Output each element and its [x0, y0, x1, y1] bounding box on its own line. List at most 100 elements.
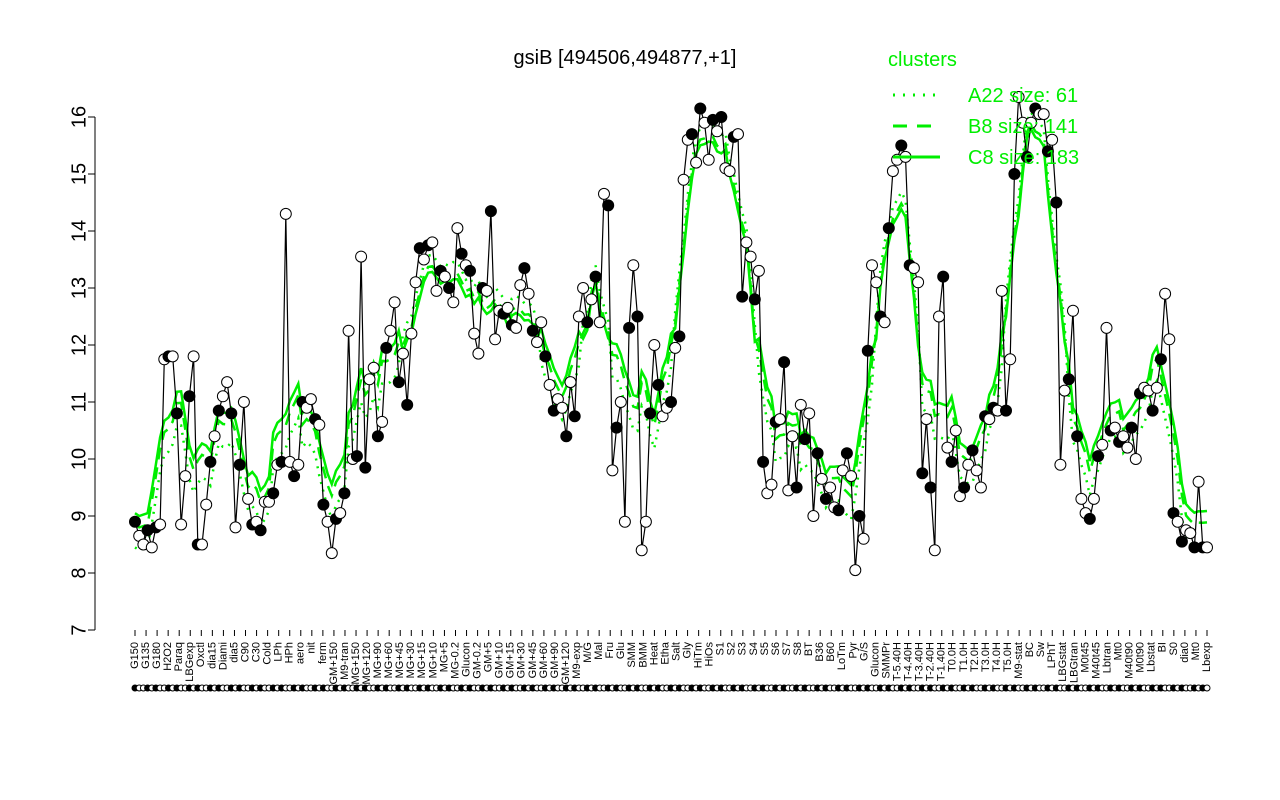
x-tick-label: Salt — [670, 642, 682, 661]
data-point — [175, 518, 188, 531]
data-point — [371, 430, 384, 443]
data-point — [933, 310, 945, 323]
data-point — [631, 310, 644, 323]
data-point — [472, 347, 485, 360]
x-tick-label: Oxctl — [195, 642, 207, 667]
data-point — [1175, 535, 1188, 548]
data-point — [702, 153, 715, 166]
data-point — [673, 330, 686, 343]
data-point — [392, 376, 405, 389]
x-tick-label: T0.0H — [947, 642, 959, 672]
x-tick-label: T3.0H — [980, 642, 992, 672]
data-point — [744, 250, 757, 263]
data-point — [577, 282, 590, 294]
data-point — [878, 316, 891, 329]
legend: clusters A22 size: 61 B8 size: 141 C8 si… — [888, 49, 1079, 169]
data-point — [916, 467, 929, 480]
data-point — [430, 284, 443, 297]
data-point — [560, 430, 573, 443]
y-tick-label: 11 — [68, 392, 90, 413]
data-point — [556, 401, 569, 414]
x-tick-label: MG+30 — [405, 642, 417, 678]
x-tick-label: ferm — [317, 642, 329, 664]
data-point — [447, 296, 460, 309]
data-point — [145, 541, 158, 554]
x-tick-label: LoTm — [836, 642, 848, 670]
x-tick-label: GM+45 — [527, 642, 539, 678]
data-point — [338, 487, 351, 500]
x-tick-label: M40t90 — [1124, 642, 1136, 679]
x-tick-label: MG+5 — [438, 642, 450, 672]
x-tick-label: GM+60 — [538, 642, 550, 678]
data-point — [1037, 108, 1050, 121]
data-point — [564, 376, 577, 389]
data-point — [1058, 384, 1071, 397]
data-point — [1092, 450, 1105, 463]
data-point — [1171, 515, 1184, 528]
x-tick-label: HiTm — [693, 642, 705, 668]
data-point — [204, 455, 217, 468]
x-tick-label: Glucon — [869, 642, 881, 677]
data-point — [350, 450, 363, 463]
data-point — [1192, 475, 1205, 488]
y-tick-label: 14 — [68, 220, 90, 242]
cluster-b8-line — [134, 120, 1208, 529]
data-point — [1000, 404, 1012, 417]
data-point — [359, 461, 372, 474]
x-tick-label: HiOs — [704, 642, 716, 667]
x-tick-label: MG+120 — [361, 642, 373, 685]
data-point — [778, 356, 791, 369]
x-tick-label: LPh — [273, 642, 285, 662]
data-point — [179, 470, 192, 483]
x-tick-label: dia15 — [206, 642, 218, 669]
x-tick-label: Sw — [1035, 642, 1047, 657]
x-axis: G150 G135 G180 H2O2 Paraq LBGexp Oxctl dia15 Dia… — [129, 630, 1213, 692]
data-point — [267, 487, 280, 500]
x-tick-label: M0t45 — [1079, 642, 1091, 673]
x-tick-label: Glucon — [460, 642, 472, 677]
data-point — [443, 282, 456, 294]
data-point — [598, 187, 610, 200]
data-point — [1020, 150, 1033, 163]
data-point — [941, 441, 954, 454]
data-point — [1201, 541, 1213, 554]
data-point — [489, 333, 502, 346]
y-tick-label: 9 — [68, 510, 90, 521]
y-tick-label: 8 — [68, 567, 90, 578]
x-tick-label: Mt0 — [1112, 642, 1124, 660]
x-tick-label: M9-stat — [1013, 642, 1025, 679]
data-point — [945, 455, 958, 468]
data-point — [154, 518, 167, 531]
x-tick-label: T4.0H — [991, 642, 1003, 672]
x-tick-label: Lbexp — [1201, 642, 1213, 672]
data-point — [196, 538, 208, 551]
y-tick-label: 10 — [68, 448, 90, 470]
data-point — [1108, 421, 1121, 434]
legend-entry: C8 size: 183 — [968, 147, 1079, 169]
data-point — [711, 125, 724, 138]
data-point — [426, 236, 439, 249]
y-tick-label: 16 — [68, 106, 90, 128]
x-tick-label: G180 — [151, 642, 163, 669]
cluster-c8-line — [134, 126, 1208, 518]
data-point — [627, 259, 640, 272]
x-tick-label: S3 — [737, 642, 749, 655]
data-point — [242, 492, 255, 505]
data-point — [589, 270, 602, 283]
x-tick-label: Heat — [648, 642, 660, 665]
data-point — [949, 424, 962, 437]
x-tick-label: LBGexp — [184, 642, 196, 682]
data-point — [221, 376, 234, 389]
x-tick-label: GM+150 — [328, 642, 340, 685]
data-point — [397, 347, 409, 360]
data-point — [895, 139, 908, 152]
data-point — [882, 222, 895, 235]
data-point — [451, 222, 464, 235]
data-point — [665, 396, 677, 408]
data-point — [464, 264, 476, 277]
x-tick-label: SMM — [626, 642, 638, 668]
x-tick-label: MG-0.2 — [449, 642, 461, 679]
x-tick-label: C30 — [250, 642, 262, 662]
data-point — [1121, 441, 1134, 454]
x-tick-label: G/S — [858, 642, 870, 661]
